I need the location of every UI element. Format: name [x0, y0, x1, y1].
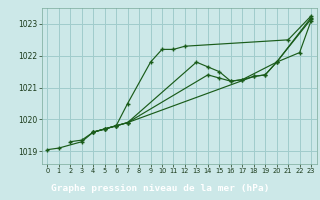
- Text: Graphe pression niveau de la mer (hPa): Graphe pression niveau de la mer (hPa): [51, 184, 269, 193]
